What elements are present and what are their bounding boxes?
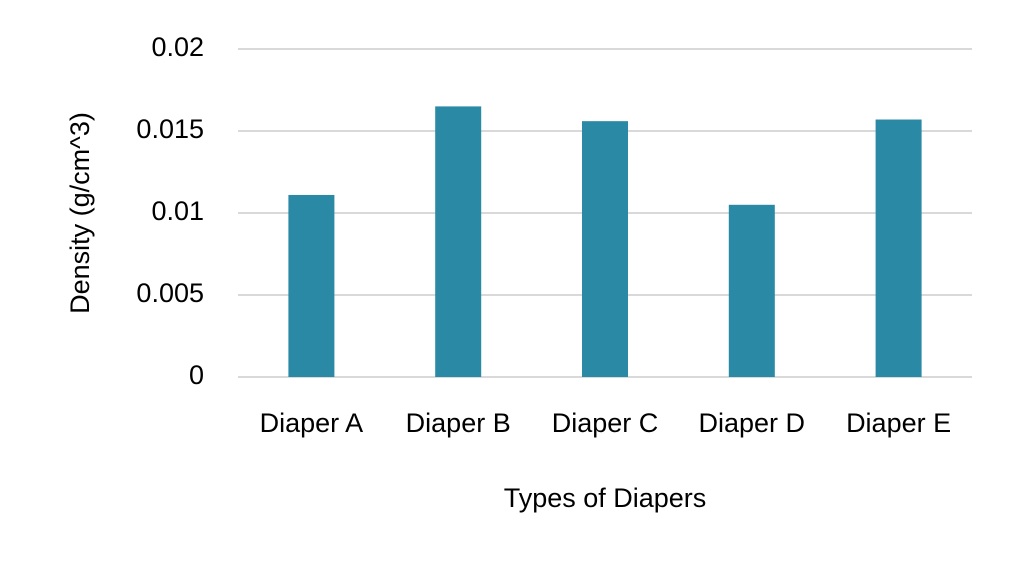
x-tick-label: Diaper E	[846, 408, 951, 438]
bar	[288, 194, 335, 377]
y-tick-label: 0.01	[151, 196, 204, 226]
x-tick-label: Diaper A	[260, 408, 364, 438]
y-tick-label: 0.02	[151, 32, 204, 62]
x-tick-label: Diaper B	[406, 408, 511, 438]
x-tick-label: Diaper C	[552, 408, 659, 438]
y-tick-label: 0	[189, 360, 204, 390]
y-axis-title: Density (g/cm^3)	[65, 112, 95, 314]
x-axis-title: Types of Diapers	[504, 483, 707, 513]
x-tick-label: Diaper D	[699, 408, 806, 438]
bar	[728, 204, 775, 377]
y-tick-label: 0.005	[136, 278, 204, 308]
bar	[582, 121, 628, 377]
bar	[875, 119, 922, 378]
bar	[435, 106, 482, 378]
y-tick-label: 0.015	[136, 114, 204, 144]
